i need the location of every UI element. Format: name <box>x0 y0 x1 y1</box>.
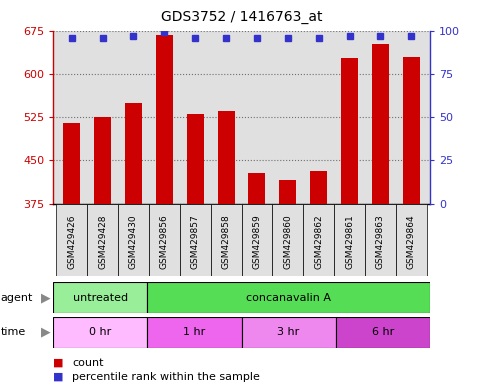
Bar <box>53 282 147 313</box>
Bar <box>211 204 242 276</box>
Text: 3 hr: 3 hr <box>277 327 300 337</box>
Bar <box>303 204 334 276</box>
Bar <box>403 56 420 204</box>
Text: percentile rank within the sample: percentile rank within the sample <box>72 372 260 382</box>
Text: GSM429862: GSM429862 <box>314 214 323 269</box>
Bar <box>56 204 87 276</box>
Bar <box>365 204 396 276</box>
Bar <box>149 204 180 276</box>
Text: GSM429861: GSM429861 <box>345 214 354 269</box>
Bar <box>125 103 142 204</box>
Bar <box>53 317 147 348</box>
Bar <box>242 317 336 348</box>
Text: 0 hr: 0 hr <box>89 327 112 337</box>
Bar <box>63 123 80 204</box>
Text: agent: agent <box>0 293 33 303</box>
Text: ■: ■ <box>53 372 67 382</box>
Bar <box>341 58 358 204</box>
Bar <box>272 204 303 276</box>
Bar <box>336 317 430 348</box>
Bar <box>147 317 242 348</box>
Text: GSM429857: GSM429857 <box>191 214 199 269</box>
Bar <box>118 204 149 276</box>
Bar <box>310 170 327 204</box>
Text: GSM429856: GSM429856 <box>160 214 169 269</box>
Bar <box>396 204 427 276</box>
Text: GSM429426: GSM429426 <box>67 214 76 269</box>
Bar <box>147 282 430 313</box>
Text: time: time <box>0 327 26 337</box>
Bar <box>279 180 296 204</box>
Bar <box>94 117 111 204</box>
Text: 6 hr: 6 hr <box>371 327 394 337</box>
Bar <box>334 204 365 276</box>
Bar <box>248 173 266 204</box>
Text: GSM429858: GSM429858 <box>222 214 230 269</box>
Text: GSM429863: GSM429863 <box>376 214 385 269</box>
Bar <box>180 204 211 276</box>
Bar <box>372 44 389 204</box>
Bar <box>242 204 272 276</box>
Text: GDS3752 / 1416763_at: GDS3752 / 1416763_at <box>161 10 322 23</box>
Text: GSM429859: GSM429859 <box>253 214 261 269</box>
Bar <box>87 204 118 276</box>
Bar <box>217 111 235 204</box>
Text: ▶: ▶ <box>41 291 51 304</box>
Text: ▶: ▶ <box>41 326 51 339</box>
Text: GSM429428: GSM429428 <box>98 214 107 269</box>
Bar <box>187 114 204 204</box>
Text: concanavalin A: concanavalin A <box>246 293 331 303</box>
Text: GSM429430: GSM429430 <box>129 214 138 269</box>
Text: 1 hr: 1 hr <box>183 327 206 337</box>
Text: untreated: untreated <box>72 293 128 303</box>
Text: GSM429864: GSM429864 <box>407 214 416 269</box>
Bar <box>156 35 173 204</box>
Text: GSM429860: GSM429860 <box>284 214 292 269</box>
Text: ■: ■ <box>53 358 67 368</box>
Text: count: count <box>72 358 104 368</box>
